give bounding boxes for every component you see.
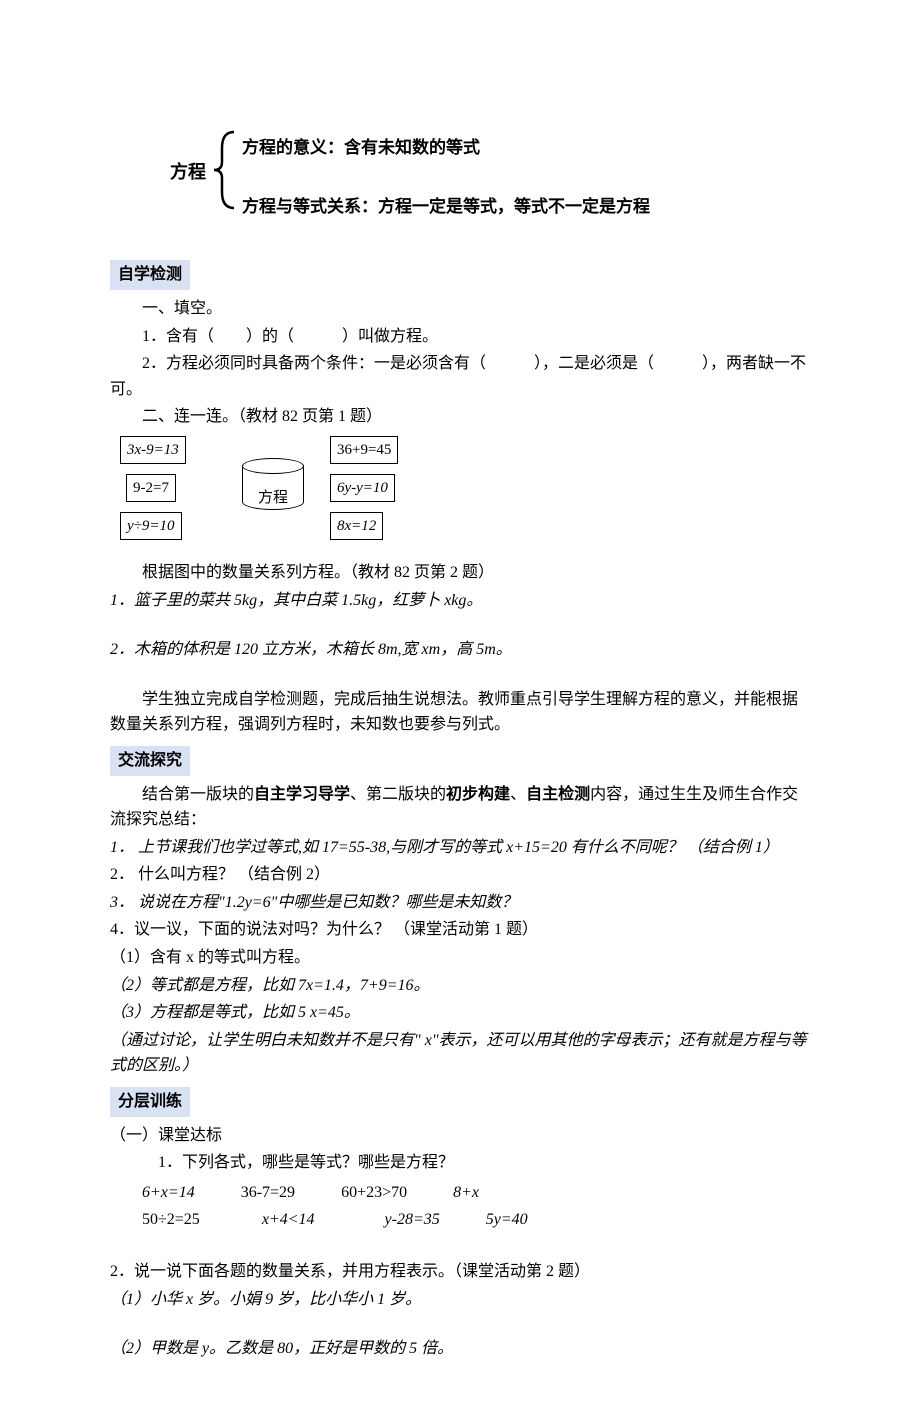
explore-q4: 4．议一议，下面的说法对吗？为什么？ （课堂活动第 1 题） [110, 917, 810, 943]
list-eq-heading: 根据图中的数量关系列方程。（教材 82 页第 2 题） [110, 560, 810, 586]
fill-q2: 2．方程必须同时具备两个条件：一是必须含有（ ），二是必须是（ ），两者缺一不可… [110, 351, 810, 402]
explore-q3: 3． 说说在方程"1.2y=6"中哪些是已知数？哪些是未知数？ [110, 890, 810, 916]
section-header-layered: 分层训练 [110, 1087, 190, 1117]
section-header-self-test: 自学检测 [110, 260, 190, 290]
explore-q4-1: （1）含有 x 的等式叫方程。 [110, 945, 810, 971]
brace-icon [212, 130, 240, 210]
self-test-note: 学生独立完成自学检测题，完成后抽生说想法。教师重点引导学生理解方程的意义，并能根… [110, 687, 810, 738]
explore-intro-d: 初步构建 [446, 786, 510, 803]
brace-line-1: 方程的意义：含有未知数的等式 [242, 130, 810, 165]
list-eq-2: 2．木箱的体积是 120 立方米，木箱长 8m,宽 xm，高 5m。 [110, 637, 810, 663]
brace-label: 方程 [170, 158, 206, 187]
brace-content: 方程的意义：含有未知数的等式 方程与等式关系：方程一定是等式，等式不一定是方程 [242, 130, 810, 224]
brace-definition: 方程 方程的意义：含有未知数的等式 方程与等式关系：方程一定是等式，等式不一定是… [170, 130, 810, 224]
explore-q3-text: 3． 说说在方程"1.2y=6"中哪些是已知数？哪些是未知数？ [110, 894, 517, 911]
connect-text-left-1: 9-2=7 [133, 480, 169, 496]
fill-q2-text: 2．方程必须同时具备两个条件：一是必须含有（ ），二是必须是（ ），两者缺一不可… [110, 351, 810, 402]
explore-intro-b: 自主学习导学 [254, 786, 350, 803]
connect-text-right-2: 8x=12 [337, 518, 376, 534]
connect-box-right-2: 8x=12 [330, 512, 383, 540]
layered-q2-2: （2）甲数是 y。乙数是 80，正好是甲数的 5 倍。 [110, 1336, 810, 1362]
explore-q1: 1． 上节课我们也学过等式,如 17=55-38,与刚才写的等式 x+15=20… [110, 835, 810, 861]
explore-intro: 结合第一版块的自主学习导学、第二版块的初步构建、自主检测内容，通过生生及师生合作… [110, 782, 810, 833]
list-eq-1-text: 1．篮子里的菜共 5kg，其中白菜 1.5kg，红萝卜 xkg。 [110, 592, 482, 609]
layered-sub1: （一）课堂达标 [110, 1123, 810, 1149]
eq-1-3: 5y=40 [486, 1207, 528, 1233]
explore-q1-text: 1． 上节课我们也学过等式,如 17=55-38,与刚才写的等式 x+15=20… [110, 839, 779, 856]
connect-box-left-0: 3x-9=13 [120, 436, 186, 464]
eq-0-0: 6+x=14 [142, 1180, 195, 1206]
eq-0-1: 36-7=29 [241, 1180, 295, 1206]
connect-heading: 二、连一连。（教材 82 页第 1 题） [110, 404, 810, 430]
explore-note: （通过讨论，让学生明白未知数并不是只有" x"表示，还可以用其他的字母表示；还有… [110, 1028, 810, 1079]
explore-q4-2-text: （2）等式都是方程，比如 7x=1.4，7+9=16。 [110, 977, 430, 994]
section-header-explore: 交流探究 [110, 746, 190, 776]
connect-box-right-0: 36+9=45 [330, 436, 398, 464]
explore-intro-f: 自主检测 [526, 786, 590, 803]
layered-q2: 2．说一说下面各题的数量关系，并用方程表示。（课堂活动第 2 题） [110, 1259, 810, 1285]
fill-heading: 一、填空。 [110, 296, 810, 322]
list-eq-1: 1．篮子里的菜共 5kg，其中白菜 1.5kg，红萝卜 xkg。 [110, 588, 810, 614]
connect-text-left-2: y÷9=10 [127, 518, 175, 534]
eq-1-0: 50÷2=25 [142, 1207, 200, 1233]
eq-row-0: 6+x=14 36-7=29 60+23>70 8+x [142, 1180, 810, 1206]
explore-q4-3-text: （3）方程都是等式，比如 5 x=45。 [110, 1004, 360, 1021]
eq-1-1: x+4<14 [262, 1207, 315, 1233]
explore-note-text: （通过讨论，让学生明白未知数并不是只有" x"表示，还可以用其他的字母表示；还有… [110, 1032, 807, 1075]
connect-box-left-1: 9-2=7 [126, 474, 176, 502]
explore-intro-a: 结合第一版块的 [142, 786, 254, 803]
explore-q2: 2． 什么叫方程？ （结合例 2） [110, 862, 810, 888]
layered-q2-2-text: （2）甲数是 y。乙数是 80，正好是甲数的 5 倍。 [110, 1340, 453, 1357]
connect-text-left-0: 3x-9=13 [127, 442, 179, 458]
cylinder-icon: 方程 [242, 458, 304, 512]
layered-q2-1: （1）小华 x 岁。小娟 9 岁，比小华小 1 岁。 [110, 1287, 810, 1313]
eq-0-2: 60+23>70 [341, 1180, 407, 1206]
connect-text-right-0: 36+9=45 [337, 442, 391, 458]
eq-row-1: 50÷2=25 x+4<14 y-28=35 5y=40 [142, 1207, 810, 1233]
connect-text-right-1: 6y-y=10 [337, 480, 388, 496]
connect-diagram: 3x-9=13 9-2=7 y÷9=10 方程 36+9=45 6y-y=10 … [120, 436, 480, 546]
explore-intro-e: 、 [510, 786, 526, 803]
fill-q1: 1．含有（ ）的（ ）叫做方程。 [110, 324, 810, 350]
layered-q2-1-text: （1）小华 x 岁。小娟 9 岁，比小华小 1 岁。 [110, 1291, 421, 1308]
connect-box-left-2: y÷9=10 [120, 512, 182, 540]
brace-line-2: 方程与等式关系：方程一定是等式，等式不一定是方程 [242, 189, 810, 224]
layered-q1: 1．下列各式，哪些是等式？哪些是方程？ [158, 1150, 810, 1176]
explore-q4-3: （3）方程都是等式，比如 5 x=45。 [110, 1000, 810, 1026]
explore-intro-c: 、第二版块的 [350, 786, 446, 803]
list-eq-2-text: 2．木箱的体积是 120 立方米，木箱长 8m,宽 xm，高 5m。 [110, 641, 512, 658]
cylinder-label: 方程 [242, 486, 304, 510]
explore-q4-2: （2）等式都是方程，比如 7x=1.4，7+9=16。 [110, 973, 810, 999]
eq-0-3: 8+x [453, 1180, 479, 1206]
eq-1-2: y-28=35 [385, 1207, 440, 1233]
connect-box-right-1: 6y-y=10 [330, 474, 395, 502]
equation-list: 6+x=14 36-7=29 60+23>70 8+x 50÷2=25 x+4<… [142, 1180, 810, 1233]
